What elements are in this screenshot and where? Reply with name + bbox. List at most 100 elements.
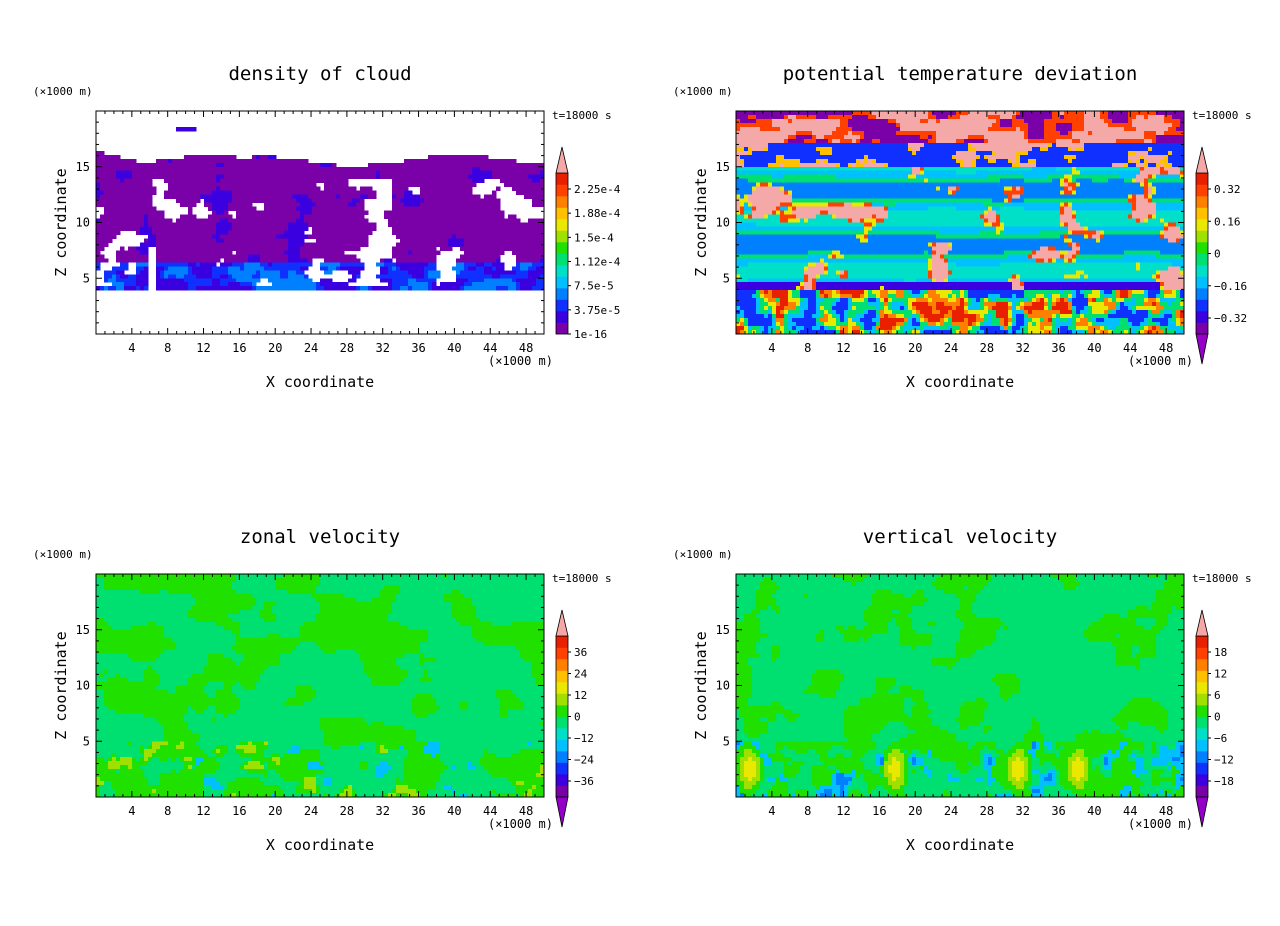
field-cell [972,126,977,132]
field-cell [492,158,497,164]
field-cell [892,158,897,164]
field-cell [216,182,221,188]
field-cell [340,262,345,267]
field-cell [916,150,921,156]
field-cell [120,194,125,200]
field-cell [336,178,341,184]
field-cell [744,158,749,164]
field-cell [456,262,461,267]
field-cell [528,226,533,231]
field-cell [132,250,137,255]
field-cell [116,230,121,235]
field-cell [324,186,329,192]
field-cell [480,250,485,255]
field-cell [176,234,181,239]
field-cell [1080,142,1085,148]
field-cell [760,146,765,152]
field-cell [900,118,905,124]
field-cell [932,130,937,136]
field-cell [136,262,141,267]
field-cell [344,230,349,235]
field-cell [304,246,309,251]
field-cell [824,114,829,120]
field-cell [236,210,241,215]
field-cell [352,266,357,271]
field-cell [328,262,333,267]
field-cell [532,250,537,255]
field-cell [488,194,493,200]
field-cell [468,282,473,287]
field-cell [392,218,397,223]
field-cell [1084,154,1089,160]
field-cell [484,270,489,275]
field-cell [428,262,433,267]
field-cell [120,266,125,271]
field-cell [368,186,373,192]
field-cell [256,158,261,164]
field-cell [424,266,429,271]
field-cell [764,130,769,136]
field-cell [248,238,253,243]
field-cell [344,258,349,263]
field-cell [296,258,301,263]
field-cell [948,158,953,164]
field-cell [476,170,481,176]
field-cell [472,194,477,200]
field-cell [820,162,825,168]
field-cell [436,238,441,243]
field-cell [1076,162,1081,168]
field-cell [480,286,485,291]
field-cell [216,154,221,160]
field-cell [116,250,121,255]
field-cell [180,202,185,207]
field-cell [432,202,437,207]
field-cell [1048,111,1053,116]
field-cell [136,202,141,207]
field-cell [916,166,921,172]
field-cell [232,274,237,279]
field-cell [120,174,125,180]
field-cell [216,174,221,180]
field-cell [1028,122,1033,128]
field-cell [128,178,133,184]
field-cell [988,126,993,132]
field-cell [112,214,117,219]
field-cell [504,158,509,164]
field-cell [396,162,401,168]
field-cell [212,158,217,164]
field-cell [304,250,309,255]
field-cell [964,166,969,172]
field-cell [240,194,245,200]
field-cell [112,158,117,164]
field-cell [112,174,117,180]
field-cell [200,282,205,287]
field-cell [924,130,929,136]
field-cell [232,198,237,203]
field-cell [536,222,541,227]
field-cell [784,146,789,152]
field-cell [392,166,397,172]
field-cell [272,194,277,200]
field-cell [100,190,105,196]
field-cell [924,118,929,124]
field-cell [180,158,185,164]
field-cell [100,218,105,223]
field-cell [1084,146,1089,152]
field-cell [436,174,441,180]
field-cell [272,206,277,211]
field-cell [868,142,873,148]
field-cell [1116,122,1121,128]
field-cell [1172,158,1177,164]
field-cell [244,222,249,227]
field-cell [856,142,861,148]
field-cell [228,154,233,160]
field-cell [96,254,101,259]
field-cell [180,238,185,243]
field-cell [104,214,109,219]
field-cell [524,186,529,192]
field-cell [824,111,829,116]
field-cell [236,186,241,192]
field-cell [1124,134,1129,140]
field-cell [176,286,181,291]
field-cell [324,178,329,184]
